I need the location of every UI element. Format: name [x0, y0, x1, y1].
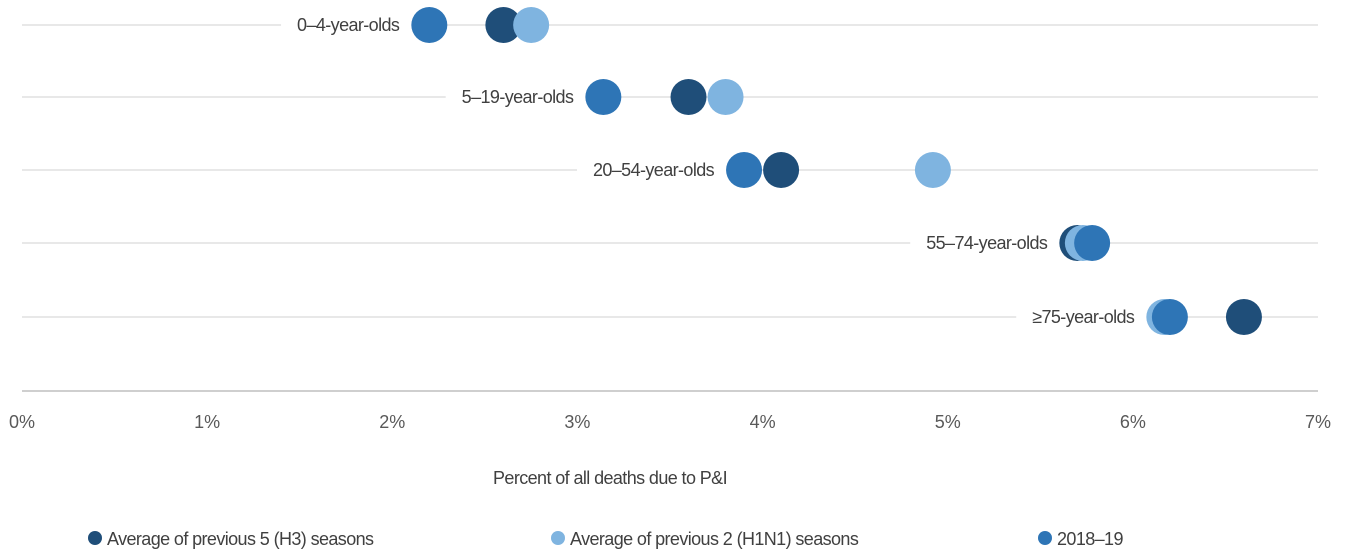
x-tick-label: 5%	[935, 412, 961, 432]
legend-marker	[88, 531, 102, 545]
category-label: 0–4-year-olds	[297, 15, 400, 35]
data-point	[1151, 299, 1188, 335]
legend-marker	[1038, 531, 1052, 545]
data-point	[485, 7, 522, 43]
legend-label: Average of previous 5 (H3) seasons	[107, 529, 374, 549]
x-tick-label: 7%	[1305, 412, 1331, 432]
legend-label: Average of previous 2 (H1N1) seasons	[570, 529, 859, 549]
data-point	[1074, 225, 1111, 261]
category-label-background	[910, 239, 1064, 247]
category-label-background	[445, 93, 590, 101]
data-point	[585, 79, 622, 115]
data-point	[914, 152, 951, 188]
category-label-background	[281, 21, 416, 29]
x-tick-labels: 0% 1% 2% 3% 4% 5% 6% 7%	[9, 412, 1331, 432]
category-label: 5–19-year-olds	[462, 87, 574, 107]
legend: Average of previous 5 (H3) seasons Averag…	[88, 529, 1124, 549]
x-axis-title: Percent of all deaths due to P&I	[493, 468, 727, 488]
legend-label: 2018–19	[1057, 529, 1123, 549]
category-labels: 0–4-year-olds 5–19-year-olds 20–54-year-ol…	[281, 15, 1151, 327]
category-label: 20–54-year-olds	[593, 160, 715, 180]
data-points	[411, 7, 1262, 335]
x-tick-label: 2%	[379, 412, 405, 432]
data-point	[411, 7, 448, 43]
x-tick-label: 0%	[9, 412, 35, 432]
category-label: 55–74-year-olds	[926, 233, 1048, 253]
category-label: ≥75-year-olds	[1032, 307, 1135, 327]
legend-marker	[551, 531, 565, 545]
x-tick-label: 4%	[750, 412, 776, 432]
data-point	[670, 79, 707, 115]
category-label-background	[576, 166, 731, 174]
data-point	[513, 7, 550, 43]
x-tick-label: 6%	[1120, 412, 1146, 432]
x-tick-label: 3%	[564, 412, 590, 432]
data-point	[1225, 299, 1262, 335]
data-point	[763, 152, 800, 188]
x-tick-label: 1%	[194, 412, 220, 432]
data-point	[707, 79, 744, 115]
category-label-background	[1016, 313, 1151, 321]
data-point	[726, 152, 763, 188]
